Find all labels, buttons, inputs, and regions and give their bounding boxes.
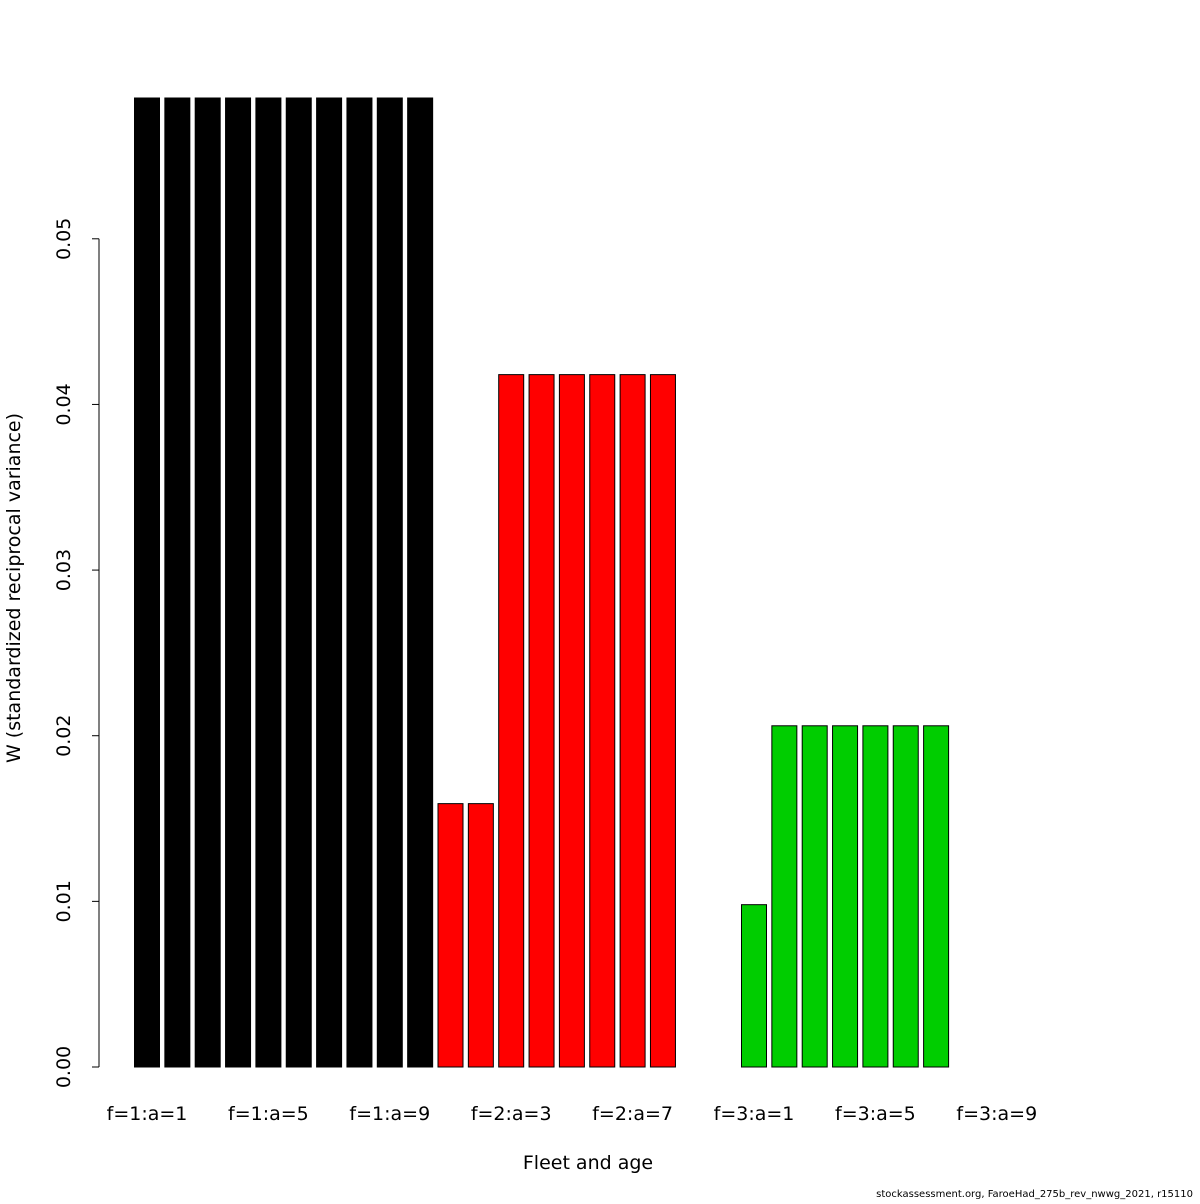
bar [801, 725, 828, 1068]
bar [467, 803, 494, 1068]
bar [923, 725, 950, 1068]
bar [164, 97, 191, 1068]
y-axis-label: W (standardized reciprocal variance) [3, 413, 25, 763]
bar [892, 725, 919, 1068]
bar [498, 374, 525, 1068]
bar [528, 374, 555, 1068]
bar [558, 374, 585, 1068]
bar [376, 97, 403, 1068]
bar [619, 374, 646, 1068]
bar [649, 374, 676, 1068]
bar [346, 97, 373, 1068]
x-tick-label: f=2:a=7 [592, 1103, 673, 1125]
bar [134, 97, 160, 1068]
y-tick-label: 0.05 [53, 218, 75, 260]
bar [832, 725, 859, 1068]
x-tick-label: f=1:a=5 [228, 1103, 309, 1125]
bar [225, 97, 252, 1068]
bar [316, 97, 343, 1068]
x-axis-label: Fleet and age [523, 1152, 653, 1174]
x-tick-label: f=1:a=1 [107, 1103, 188, 1125]
bar [255, 97, 282, 1068]
y-tick-label: 0.04 [53, 383, 75, 425]
bar [437, 803, 464, 1068]
bar [862, 725, 889, 1068]
y-tick-label: 0.03 [53, 549, 75, 591]
y-tick-label: 0.02 [53, 715, 75, 757]
bar [741, 904, 767, 1068]
x-tick-label: f=2:a=3 [471, 1103, 552, 1125]
x-tick-label: f=3:a=5 [835, 1103, 916, 1125]
footer: stockassessment.org, FaroeHad_275b_rev_n… [876, 1189, 1193, 1200]
x-tick-label: f=3:a=9 [956, 1103, 1037, 1125]
bar [771, 725, 798, 1068]
bar [194, 97, 221, 1068]
y-tick-label: 0.00 [53, 1046, 75, 1088]
x-tick-label: f=3:a=1 [714, 1103, 795, 1125]
y-tick-label: 0.01 [53, 880, 75, 922]
bar [589, 374, 616, 1068]
bar [285, 97, 312, 1068]
bar [407, 97, 434, 1068]
x-tick-label: f=1:a=9 [349, 1103, 430, 1125]
